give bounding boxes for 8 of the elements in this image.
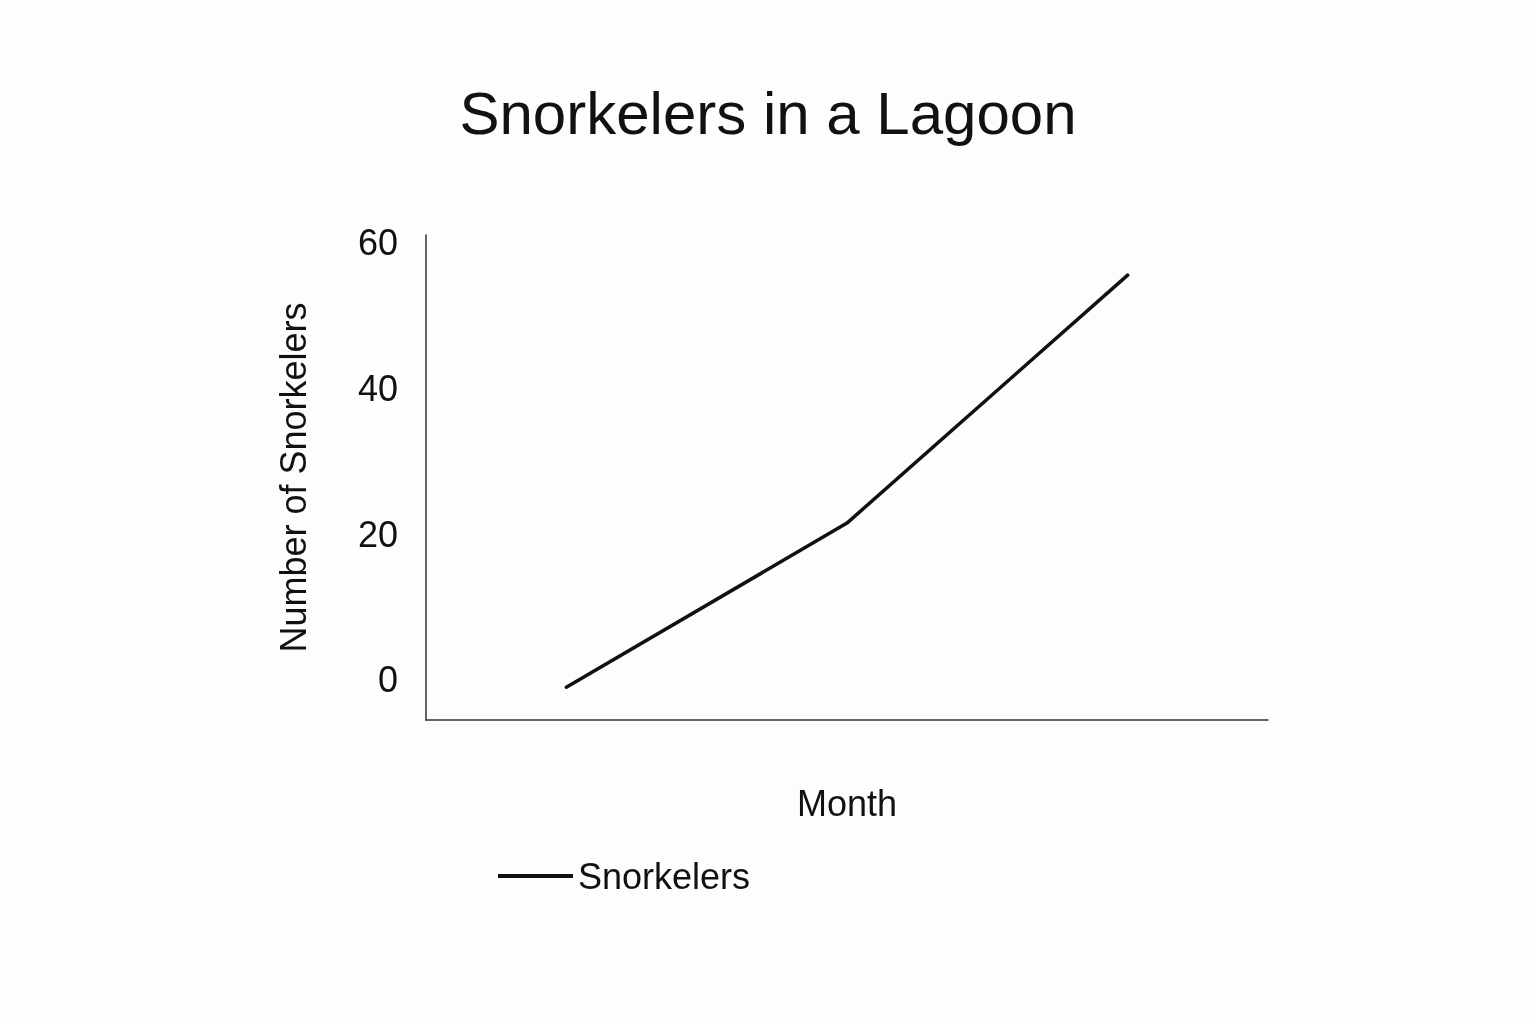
legend-label: Snorkelers [578, 855, 751, 897]
y-axis-title: Number of Snorkelers [272, 302, 314, 653]
y-tick-label: 20 [357, 513, 398, 555]
y-tick-label: 40 [357, 367, 398, 409]
y-tick-label: 60 [357, 221, 398, 263]
x-axis-title: Month [796, 782, 898, 824]
chart-title: Snorkelers in a Lagoon [459, 79, 1077, 147]
y-tick-label: 0 [377, 659, 398, 701]
